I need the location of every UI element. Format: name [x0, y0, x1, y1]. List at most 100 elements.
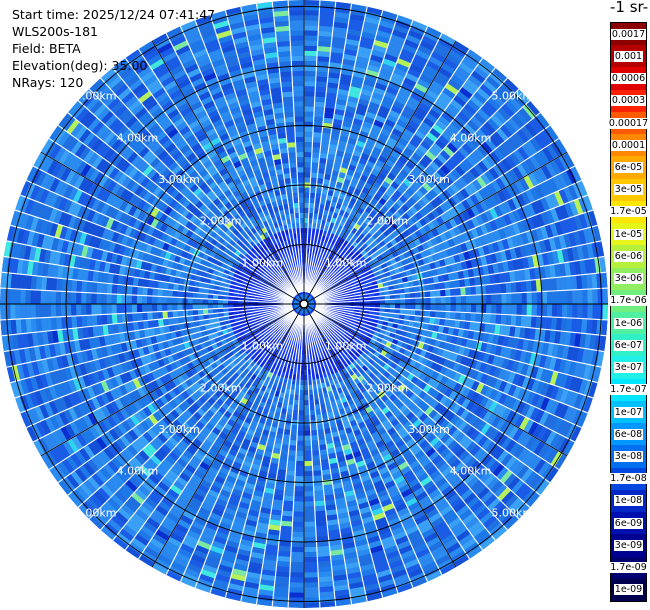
range-bin — [496, 161, 508, 175]
range-bin — [435, 205, 445, 216]
range-bin — [392, 146, 404, 156]
range-bin — [374, 142, 385, 151]
range-bin — [351, 234, 359, 241]
range-bin — [433, 244, 442, 254]
range-bin — [493, 229, 502, 242]
range-bin — [330, 133, 340, 141]
range-bin — [311, 223, 317, 229]
range-bin — [415, 49, 431, 61]
range-bin — [556, 172, 568, 189]
range-bin — [389, 294, 396, 300]
range-bin — [514, 246, 523, 259]
range-bin — [422, 205, 432, 215]
range-bin — [390, 181, 400, 190]
range-bin — [364, 239, 372, 247]
range-bin — [310, 435, 319, 441]
range-bin — [289, 435, 298, 441]
range-bin — [461, 231, 470, 243]
range-bin — [304, 551, 318, 558]
range-bin — [314, 495, 325, 502]
range-bin — [291, 531, 304, 538]
range-bin — [479, 235, 488, 247]
range-bin — [435, 289, 441, 298]
range-bin — [396, 172, 406, 182]
range-bin — [348, 231, 355, 239]
range-bin — [320, 267, 325, 274]
range-bin — [334, 283, 341, 288]
range-bin — [453, 115, 467, 127]
range-bin — [519, 269, 526, 282]
range-bin — [405, 72, 419, 83]
range-bin — [352, 118, 364, 126]
range-bin — [480, 104, 494, 118]
range-bin — [578, 229, 587, 245]
range-bin — [351, 241, 359, 248]
range-bin — [365, 138, 377, 147]
range-bin — [330, 263, 336, 269]
range-bin — [347, 276, 354, 281]
range-bin — [554, 221, 564, 236]
range-bin — [437, 192, 448, 203]
range-bin — [487, 242, 495, 255]
range-bin — [339, 73, 353, 81]
range-bin — [313, 264, 317, 271]
range-bin — [343, 268, 350, 275]
range-bin — [415, 297, 421, 304]
range-bin — [465, 312, 471, 322]
range-bin — [597, 288, 603, 304]
range-bin — [304, 476, 314, 482]
range-bin — [535, 213, 545, 228]
range-bin — [431, 208, 440, 219]
range-bin — [395, 299, 401, 304]
range-bin — [582, 304, 588, 319]
range-bin — [486, 117, 500, 132]
range-bin — [359, 256, 366, 263]
range-bin — [512, 131, 526, 147]
range-bin — [408, 280, 415, 288]
range-bin — [475, 285, 482, 295]
range-bin — [288, 602, 304, 608]
range-bin — [490, 283, 497, 295]
range-bin — [384, 295, 390, 300]
range-bin — [304, 410, 310, 416]
range-bin — [596, 240, 605, 258]
range-bin — [423, 64, 439, 76]
range-bin — [510, 182, 521, 196]
range-bin — [353, 171, 362, 179]
range-bin — [322, 263, 327, 269]
range-bin — [423, 224, 432, 234]
range-bin — [281, 444, 290, 451]
range-bin — [295, 471, 304, 477]
range-bin — [537, 131, 551, 147]
range-bin — [304, 557, 318, 563]
range-bin — [403, 281, 410, 289]
range-bin — [520, 160, 533, 175]
range-bin — [445, 186, 456, 197]
range-bin — [449, 280, 456, 289]
range-bin — [588, 210, 598, 227]
range-bin — [429, 283, 435, 291]
range-bin — [557, 304, 563, 318]
range-bin — [334, 247, 340, 253]
range-bin — [509, 152, 521, 166]
range-bin — [419, 73, 434, 85]
range-bin — [385, 159, 396, 168]
range-bin — [492, 192, 503, 206]
range-bin — [320, 137, 331, 144]
range-bin — [309, 192, 316, 199]
range-bin — [324, 107, 335, 114]
range-bin — [410, 304, 416, 310]
range-bin — [410, 115, 423, 126]
range-bin — [369, 151, 380, 160]
range-bin — [304, 521, 316, 527]
range-bin — [363, 182, 373, 190]
range-bin — [384, 176, 394, 186]
range-bin — [526, 100, 541, 116]
range-bin — [520, 280, 527, 293]
range-bin — [492, 164, 504, 178]
range-bin — [492, 262, 500, 274]
range-bin — [304, 152, 312, 158]
range-bin — [321, 275, 327, 281]
range-bin — [426, 269, 433, 278]
range-bin — [406, 174, 416, 184]
